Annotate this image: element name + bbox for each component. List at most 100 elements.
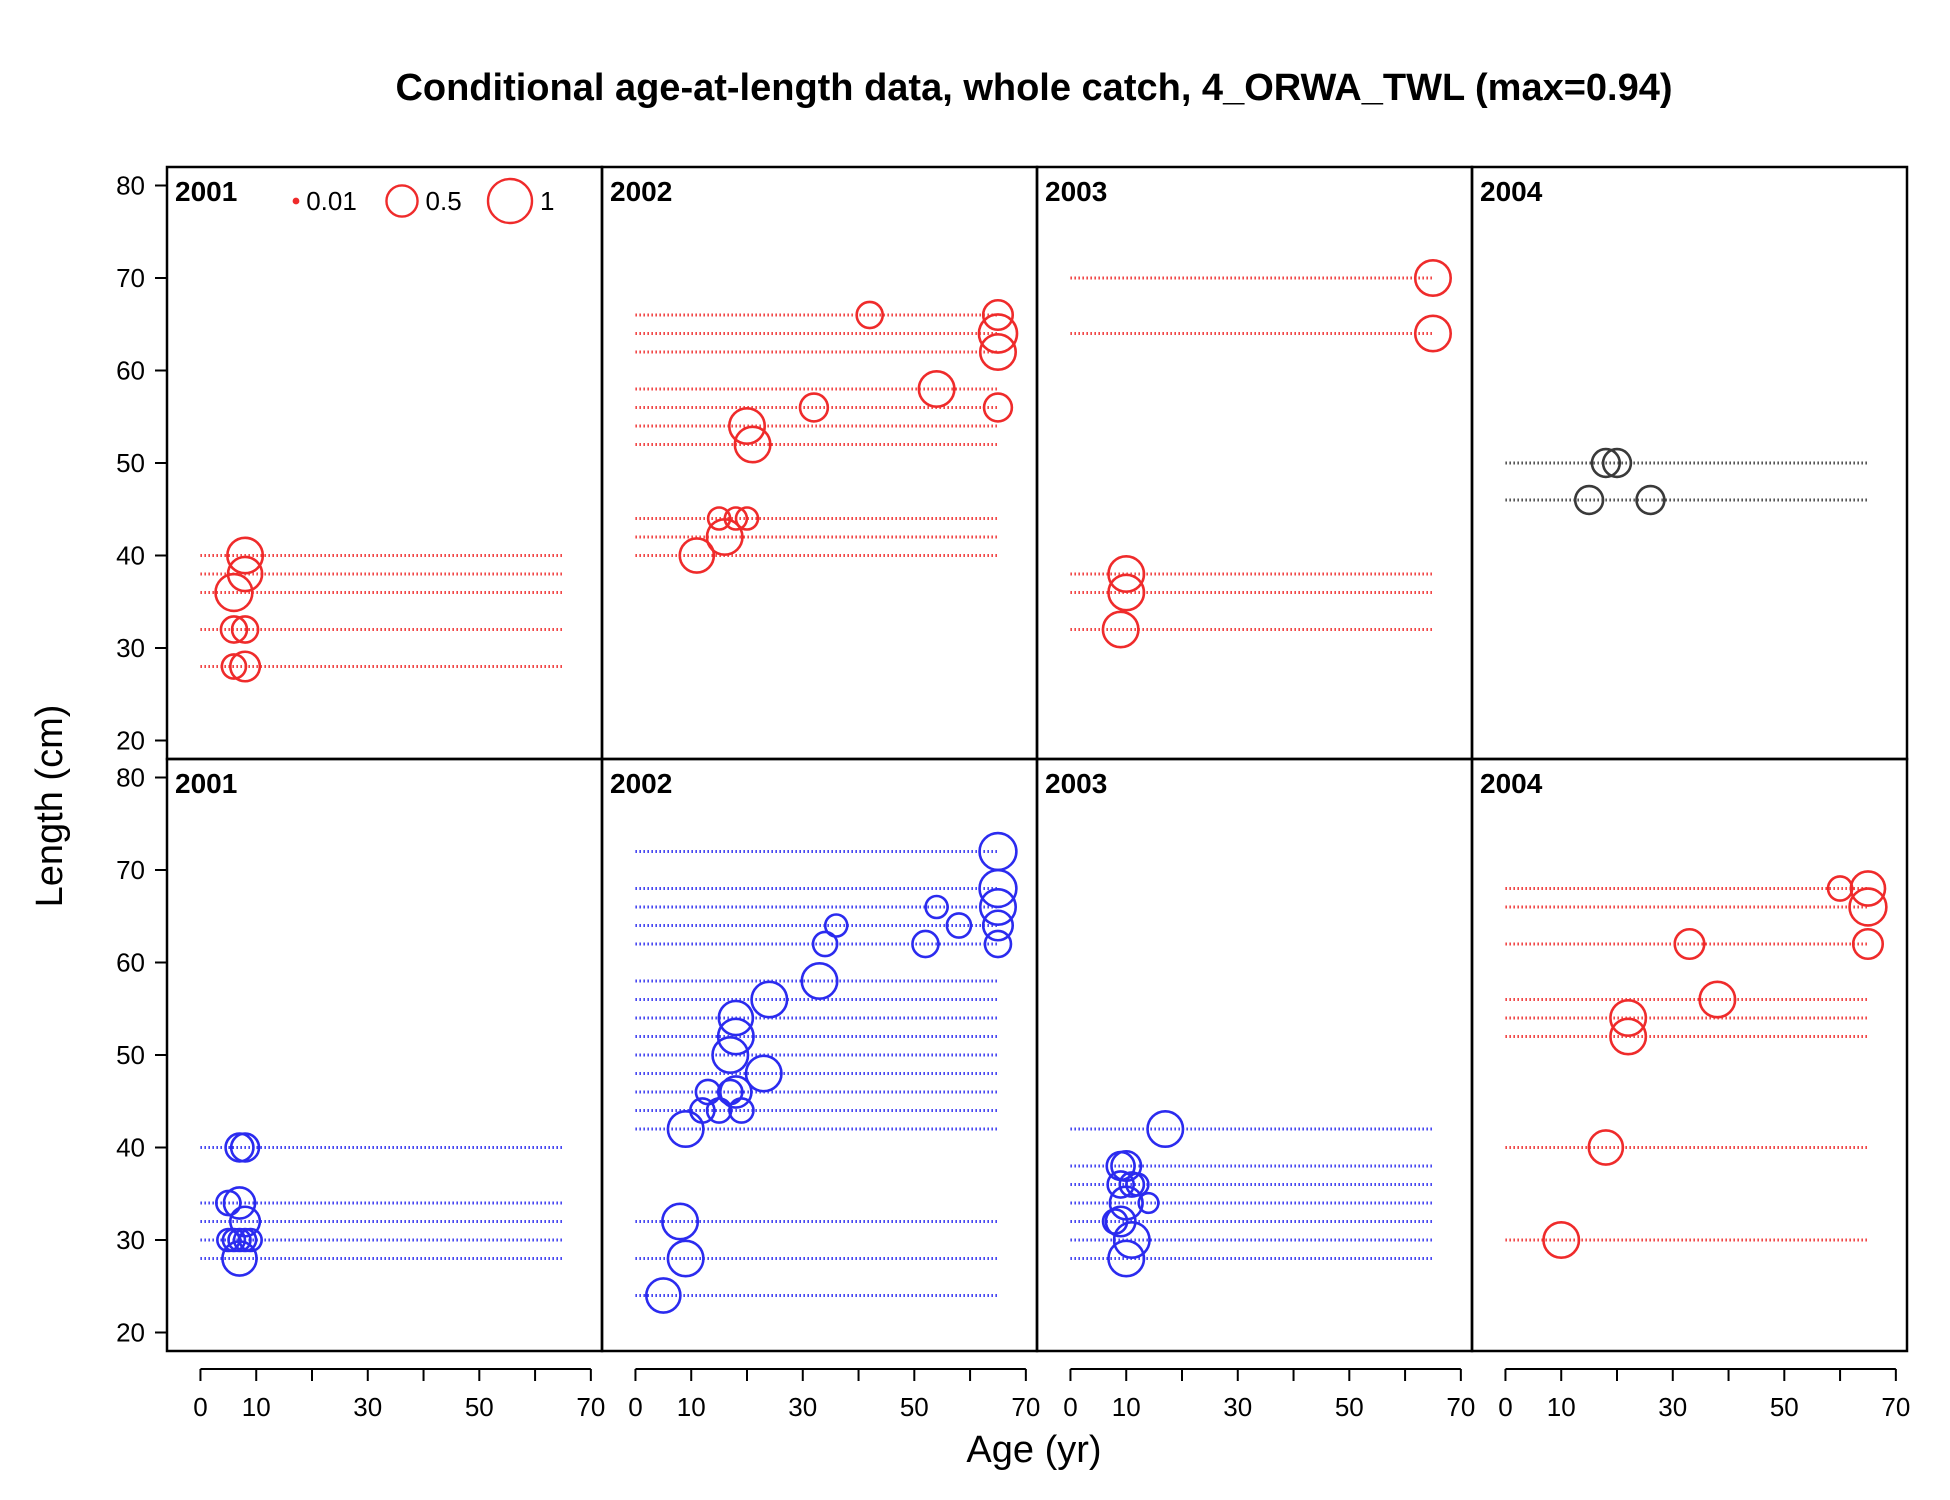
data-point xyxy=(727,406,767,446)
panel-2004-row1: 2004 xyxy=(1470,165,1909,761)
data-point xyxy=(924,894,949,920)
data-point xyxy=(723,506,749,531)
data-point xyxy=(1107,554,1146,594)
data-point xyxy=(1609,1017,1648,1056)
data-point xyxy=(1542,1220,1581,1260)
data-point xyxy=(226,555,264,593)
x-tick-label: 0 xyxy=(628,1392,642,1422)
panel-label: 2004 xyxy=(1480,176,1543,207)
x-axis-title: Age (yr) xyxy=(966,1429,1101,1471)
panel-label: 2001 xyxy=(175,176,237,207)
data-point xyxy=(716,1017,755,1056)
data-point xyxy=(1112,1220,1151,1260)
data-point xyxy=(855,300,885,330)
data-point xyxy=(978,332,1017,372)
data-point xyxy=(219,615,249,644)
y-tick-label: 30 xyxy=(116,633,145,663)
data-point xyxy=(811,930,839,958)
data-point xyxy=(977,313,1019,354)
data-point xyxy=(1413,258,1452,298)
x-tick-label: 10 xyxy=(1547,1392,1576,1422)
x-tick-label: 70 xyxy=(1011,1392,1040,1422)
data-point xyxy=(229,1132,261,1163)
panel-label: 2003 xyxy=(1045,176,1107,207)
data-point xyxy=(227,1227,252,1253)
data-point xyxy=(1413,314,1452,353)
data-point xyxy=(220,653,248,680)
x-tick-label: 10 xyxy=(1112,1392,1141,1422)
x-tick-label: 50 xyxy=(900,1392,929,1422)
data-point xyxy=(238,1227,263,1253)
y-tick-label: 70 xyxy=(116,263,145,293)
data-point xyxy=(706,506,732,531)
data-point xyxy=(1146,1109,1185,1149)
data-point xyxy=(221,1227,247,1253)
legend-marker xyxy=(486,177,534,225)
y-tick-label: 40 xyxy=(116,541,145,571)
y-axis-title: Length (cm) xyxy=(29,705,71,908)
legend-label: 0.5 xyxy=(426,186,462,216)
data-point xyxy=(1609,998,1648,1038)
panel-label: 2004 xyxy=(1480,768,1543,799)
data-point xyxy=(1106,1170,1135,1199)
y-tick-label: 60 xyxy=(116,356,145,386)
data-point xyxy=(718,1075,753,1109)
data-point xyxy=(1573,484,1605,516)
y-tick-label: 80 xyxy=(116,171,145,201)
data-point xyxy=(1125,1172,1150,1197)
x-tick-label: 70 xyxy=(1446,1392,1475,1422)
data-point xyxy=(716,1078,744,1106)
data-point xyxy=(1673,927,1706,961)
legend-marker xyxy=(385,184,419,218)
data-point xyxy=(226,536,265,575)
y-tick-label: 20 xyxy=(116,1318,145,1348)
data-point xyxy=(1587,1129,1625,1166)
data-point xyxy=(232,1227,258,1253)
data-point xyxy=(744,1054,783,1093)
panel-2004-row2: 2004 xyxy=(1470,757,1909,1353)
data-point xyxy=(800,961,839,1001)
data-point xyxy=(981,298,1015,332)
panel-label: 2001 xyxy=(175,768,237,799)
data-point xyxy=(1110,1149,1143,1183)
data-point xyxy=(981,909,1015,942)
data-point xyxy=(982,392,1014,423)
x-tick-label: 0 xyxy=(1498,1392,1512,1422)
data-point xyxy=(1101,610,1140,649)
data-point xyxy=(229,650,262,683)
data-point xyxy=(1601,447,1633,479)
data-point xyxy=(978,887,1017,927)
data-point xyxy=(1848,887,1888,927)
data-point xyxy=(983,929,1013,959)
y-tick-label: 50 xyxy=(116,1040,145,1070)
legend-marker xyxy=(292,197,300,205)
panel-label: 2002 xyxy=(610,176,672,207)
y-tick-label: 60 xyxy=(116,948,145,978)
y-tick-label: 80 xyxy=(116,763,145,793)
legend-label: 1 xyxy=(540,186,554,216)
x-tick-label: 0 xyxy=(193,1392,207,1422)
legend: 0.01 0.5 1 xyxy=(292,177,554,225)
y-tick-label: 30 xyxy=(116,1225,145,1255)
data-point xyxy=(733,425,772,464)
data-point xyxy=(1101,1208,1129,1235)
data-point xyxy=(222,1186,257,1220)
y-tick-label: 70 xyxy=(116,855,145,885)
data-point xyxy=(945,912,973,939)
x-tick-label: 30 xyxy=(1223,1392,1252,1422)
x-tick-label: 50 xyxy=(465,1392,494,1422)
panel-label: 2003 xyxy=(1045,768,1107,799)
legend-label: 0.01 xyxy=(306,186,357,216)
data-point xyxy=(911,929,940,959)
data-point xyxy=(1851,927,1885,961)
x-tick-label: 30 xyxy=(1658,1392,1687,1422)
y-tick-label: 50 xyxy=(116,448,145,478)
data-point xyxy=(689,1097,716,1124)
data-point xyxy=(711,1035,750,1075)
data-point xyxy=(645,1277,682,1314)
x-tick-label: 30 xyxy=(353,1392,382,1422)
data-point xyxy=(1107,1239,1146,1278)
panel-label: 2002 xyxy=(610,768,672,799)
x-tick-label: 30 xyxy=(788,1392,817,1422)
